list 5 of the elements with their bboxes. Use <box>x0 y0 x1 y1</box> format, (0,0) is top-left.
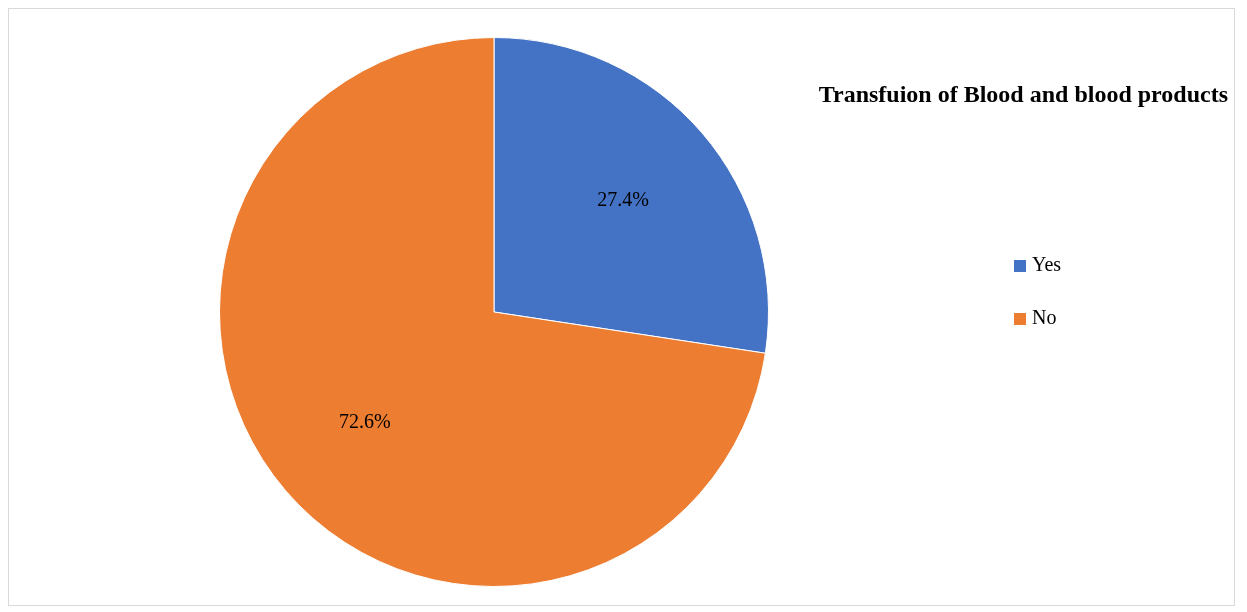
legend-label: No <box>1032 306 1057 329</box>
data-label: 27.4% <box>597 188 649 211</box>
text: Transfuion of Blood and blood products <box>818 81 1228 108</box>
data-label: 72.6% <box>339 410 391 433</box>
legend-label: Yes <box>1032 253 1062 276</box>
